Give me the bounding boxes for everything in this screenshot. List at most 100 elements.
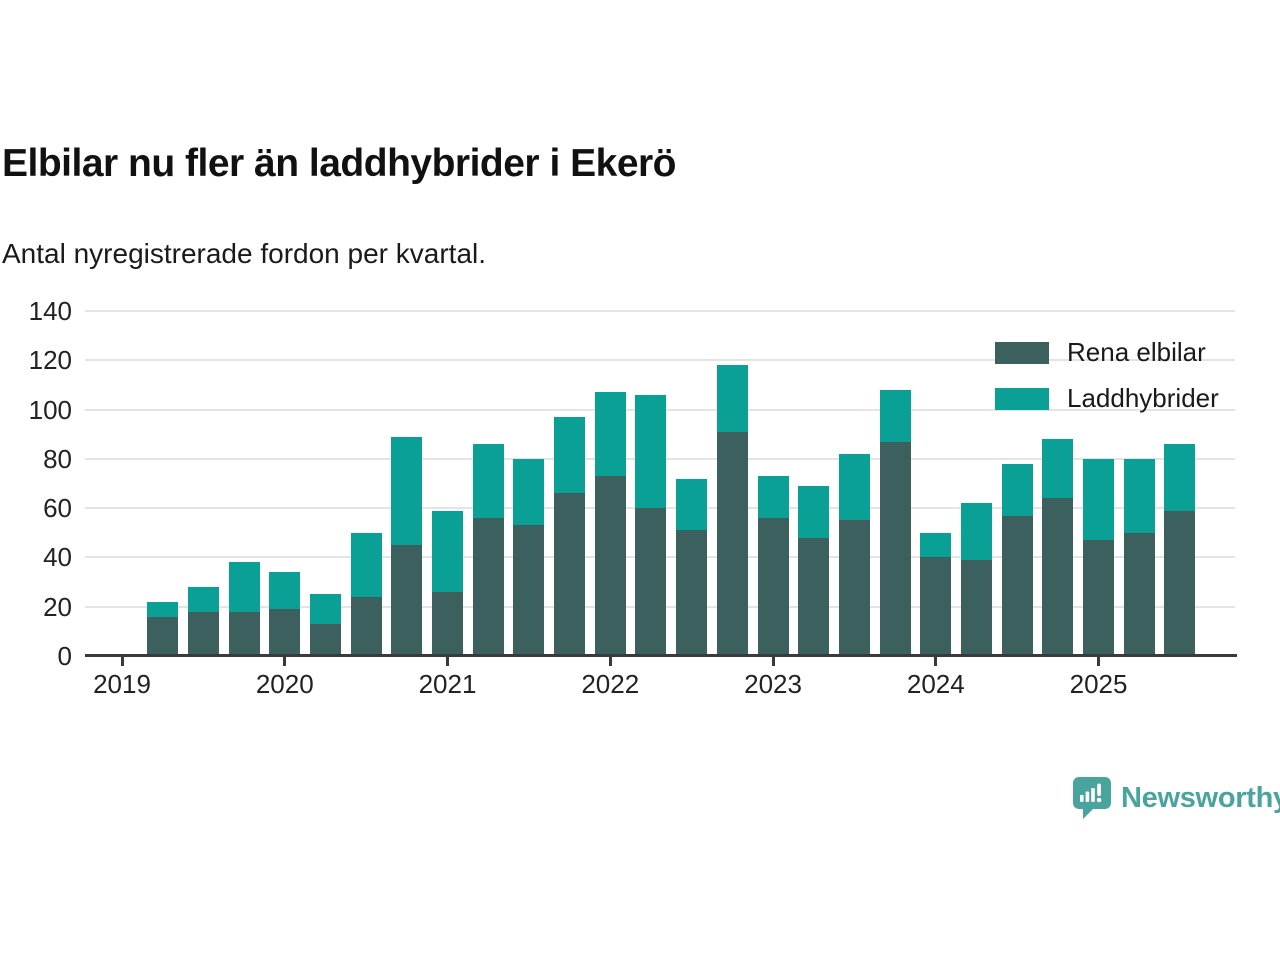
- x-axis-tick-label-2024: 2024: [906, 669, 965, 699]
- bar-2019-q3: [187, 586, 219, 656]
- segment-laddhybrider: [1001, 463, 1033, 516]
- legend-item-laddhybrider: Laddhybrider: [995, 383, 1219, 414]
- segment-laddhybrider: [1123, 458, 1155, 533]
- legend: Rena elbilar Laddhybrider: [995, 337, 1219, 414]
- segment-laddhybrider: [391, 436, 423, 546]
- legend-label-laddhybrider: Laddhybrider: [1067, 383, 1219, 413]
- segment-rena-elbilar: [838, 520, 870, 656]
- segment-laddhybrider: [879, 389, 911, 442]
- segment-laddhybrider: [350, 532, 382, 597]
- segment-rena-elbilar: [594, 476, 626, 656]
- bar-2019-q2: [147, 601, 179, 656]
- newsworthy-logo-text: Newsworthy: [1121, 781, 1280, 814]
- segment-rena-elbilar: [798, 537, 830, 656]
- x-axis-tick-2020: [283, 657, 287, 666]
- bar-2025-q3: [1164, 444, 1196, 656]
- segment-laddhybrider: [635, 394, 667, 509]
- x-axis-tick-label-2020: 2020: [255, 669, 314, 699]
- segment-laddhybrider: [716, 365, 748, 432]
- segment-rena-elbilar: [920, 557, 952, 656]
- bar-2024-q4: [1042, 439, 1074, 656]
- x-axis-tick-2023: [771, 657, 775, 666]
- segment-laddhybrider: [838, 453, 870, 521]
- bar-2025-q2: [1123, 458, 1155, 656]
- segment-laddhybrider: [1164, 444, 1196, 511]
- segment-laddhybrider: [554, 416, 586, 494]
- segment-rena-elbilar: [350, 596, 382, 656]
- segment-rena-elbilar: [716, 431, 748, 656]
- bar-2023-q3: [838, 453, 870, 656]
- segment-rena-elbilar: [513, 525, 545, 656]
- newsworthy-logo-icon: [1073, 777, 1111, 819]
- segment-rena-elbilar: [1042, 498, 1074, 656]
- bar-2025-q1: [1083, 458, 1115, 656]
- x-axis-tick-2024: [934, 657, 938, 666]
- bar-2023-q2: [798, 485, 830, 656]
- segment-rena-elbilar: [676, 530, 708, 656]
- segment-rena-elbilar: [472, 517, 504, 656]
- y-axis-tick-label-20: 20: [43, 591, 72, 622]
- gridline-120: [85, 359, 1235, 362]
- gridline-140: [85, 309, 1235, 312]
- segment-rena-elbilar: [432, 591, 464, 656]
- y-axis-tick-label-60: 60: [43, 493, 72, 524]
- bar-2020-q2: [309, 594, 341, 656]
- bar-2024-q1: [920, 532, 952, 656]
- segment-laddhybrider: [1083, 458, 1115, 541]
- segment-laddhybrider: [269, 572, 301, 610]
- y-axis-tick-label-140: 140: [28, 295, 72, 326]
- segment-laddhybrider: [920, 532, 952, 558]
- y-axis-tick-label-40: 40: [43, 542, 72, 573]
- segment-laddhybrider: [228, 562, 260, 612]
- bar-2021-q3: [513, 458, 545, 656]
- bar-2021-q1: [432, 510, 464, 656]
- legend-swatch-laddhybrider: [995, 387, 1049, 410]
- legend-label-rena-elbilar: Rena elbilar: [1067, 337, 1206, 367]
- segment-laddhybrider: [472, 444, 504, 518]
- segment-rena-elbilar: [1001, 515, 1033, 656]
- x-axis-line: [85, 654, 1237, 657]
- segment-laddhybrider: [513, 458, 545, 526]
- segment-rena-elbilar: [309, 623, 341, 656]
- chart-subtitle: Antal nyregistrerade fordon per kvartal.: [2, 238, 487, 269]
- bar-2022-q3: [676, 478, 708, 656]
- y-axis-tick-label-80: 80: [43, 443, 72, 474]
- x-axis-tick-2025: [1097, 657, 1101, 666]
- segment-laddhybrider: [676, 478, 708, 531]
- segment-laddhybrider: [147, 601, 179, 617]
- segment-rena-elbilar: [554, 493, 586, 656]
- newsworthy-logo: Newsworthy: [1072, 776, 1280, 820]
- segment-rena-elbilar: [1083, 540, 1115, 656]
- segment-rena-elbilar: [147, 616, 179, 656]
- legend-item-rena-elbilar: Rena elbilar: [995, 337, 1219, 368]
- y-axis-tick-label-100: 100: [28, 394, 72, 425]
- bar-2022-q1: [594, 392, 626, 656]
- bar-2022-q4: [716, 365, 748, 656]
- bar-2020-q1: [269, 572, 301, 656]
- segment-rena-elbilar: [757, 517, 789, 656]
- segment-rena-elbilar: [391, 545, 423, 656]
- bar-2022-q2: [635, 394, 667, 656]
- y-axis-tick-label-120: 120: [28, 345, 72, 376]
- segment-laddhybrider: [960, 503, 992, 560]
- segment-rena-elbilar: [1164, 510, 1196, 656]
- bar-2023-q1: [757, 476, 789, 656]
- segment-rena-elbilar: [879, 441, 911, 656]
- chart-title: Elbilar nu fler än laddhybrider i Ekerö: [2, 142, 677, 185]
- segment-laddhybrider: [798, 485, 830, 538]
- segment-laddhybrider: [432, 510, 464, 592]
- x-axis-tick-label-2019: 2019: [93, 669, 151, 699]
- bar-2024-q3: [1001, 463, 1033, 656]
- x-axis-tick-label-2021: 2021: [418, 669, 477, 699]
- segment-rena-elbilar: [635, 508, 667, 656]
- segment-rena-elbilar: [1123, 532, 1155, 656]
- segment-rena-elbilar: [228, 611, 260, 656]
- bar-2023-q4: [879, 389, 911, 656]
- x-axis-tick-label-2025: 2025: [1069, 669, 1128, 699]
- legend-swatch-rena-elbilar: [995, 341, 1049, 364]
- bar-2021-q2: [472, 444, 504, 656]
- x-axis-tick-2021: [446, 657, 450, 666]
- x-axis-tick-2022: [608, 657, 612, 666]
